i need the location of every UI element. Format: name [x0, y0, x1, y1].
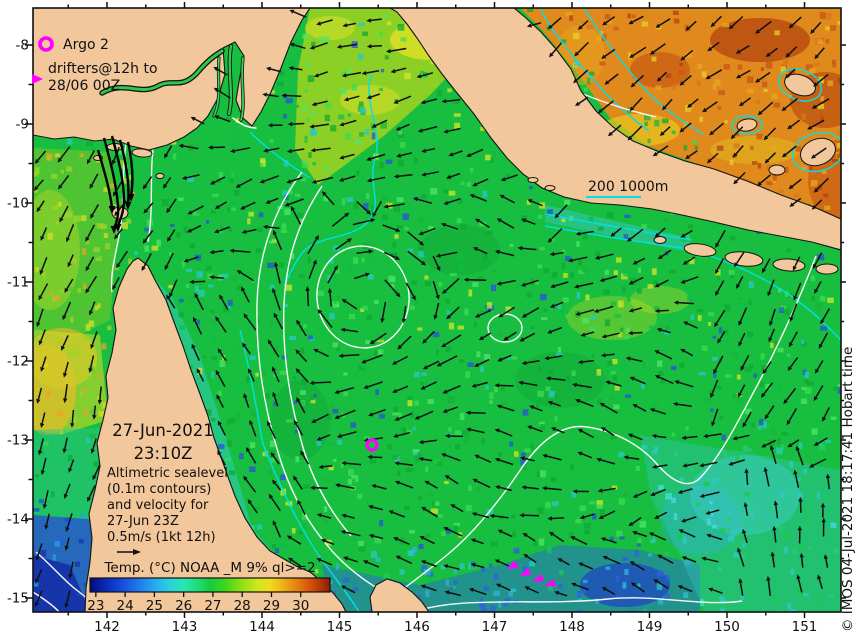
island — [155, 173, 165, 179]
island — [784, 73, 816, 97]
timestamp-date: 27-Jun-2021 — [112, 421, 214, 440]
drifter-legend-icon — [32, 74, 43, 84]
lat-tick-label: -12 — [7, 354, 29, 370]
lon-tick-label: 143 — [172, 619, 198, 635]
lat-tick-label: -11 — [7, 275, 29, 291]
colorbar-tick-label: 26 — [175, 598, 192, 614]
island — [653, 236, 667, 244]
lon-tick-label: 151 — [792, 619, 818, 635]
drifter-track — [126, 141, 134, 197]
river-delta-channels — [99, 43, 257, 129]
lat-tick-label: -14 — [7, 512, 29, 528]
timestamp-time: 23:10Z — [134, 444, 193, 463]
lat-tick-label: -15 — [7, 591, 29, 607]
drifter-arrow — [544, 579, 556, 587]
colorbar-tick-label: 25 — [146, 598, 163, 614]
lon-tick-label: 147 — [482, 619, 508, 635]
colorbar-tick-labels: 23 24 25 26 27 28 29 30 — [87, 598, 309, 614]
colorbar-title: Temp. (°C) NOAA _M 9% ql>=2 — [103, 560, 315, 576]
lat-tick-label: -8 — [16, 38, 29, 54]
island — [815, 263, 839, 275]
annotation-line: Altimetric sealevel — [107, 466, 228, 481]
drifter-arrow — [532, 573, 545, 582]
lon-tick-label: 145 — [327, 619, 353, 635]
annotation-line: (0.1m contours) — [107, 482, 211, 497]
colorbar-tick-label: 27 — [204, 598, 221, 614]
lat-tick-label: -13 — [7, 433, 29, 449]
island — [768, 164, 786, 176]
argo-legend-icon — [38, 36, 54, 52]
island — [724, 251, 764, 267]
island — [131, 148, 153, 158]
drifter-legend-label-line1: drifters@12h to — [48, 61, 158, 77]
argo-legend-label: Argo 2 — [63, 37, 109, 53]
drifter-track — [102, 137, 120, 229]
velocity-vectors — [33, 9, 831, 609]
argo-float-marker — [365, 438, 379, 452]
island — [800, 137, 836, 167]
annotation-line: 27-Jun 23Z — [107, 514, 179, 529]
colorbar-ticks — [95, 592, 302, 597]
drifter-arrow — [506, 560, 519, 570]
lon-tick-label: 149 — [637, 619, 663, 635]
colorbar-tick-label: 29 — [263, 598, 280, 614]
annotation-line: and velocity for — [107, 498, 209, 513]
colorbar-tick-label: 30 — [292, 598, 309, 614]
drifter-trajectories — [96, 135, 135, 234]
lon-tick-label: 146 — [404, 619, 430, 635]
drifter-track — [110, 135, 126, 227]
colorbar-tick-label: 28 — [234, 598, 251, 614]
map-area — [33, 8, 841, 612]
velocity-scale-arrow-icon — [117, 549, 141, 555]
land-polygon — [369, 578, 430, 612]
lon-tick-label: 148 — [559, 619, 585, 635]
land-polygon — [84, 257, 347, 612]
lon-tick-label: 144 — [249, 619, 275, 635]
lat-tick-label: -9 — [16, 117, 29, 133]
island — [544, 185, 556, 191]
drifter-track — [96, 149, 114, 209]
drifter-arrows — [506, 560, 556, 587]
credit-text: © IMOS 04-Jul-2021 18:17:41 Hobart time — [840, 347, 856, 632]
sst-patches — [33, 8, 841, 612]
colorbar-tick-label: 23 — [87, 598, 104, 614]
lon-tick-label: 150 — [714, 619, 740, 635]
colorbar-gradient — [89, 577, 331, 593]
island — [683, 243, 717, 257]
argo-float-circle — [365, 438, 379, 452]
lon-tick-label: 142 — [94, 619, 120, 635]
lat-tick-label: -10 — [7, 196, 29, 212]
colorbar-tick-label: 24 — [117, 598, 134, 614]
drifter-legend-label-line2: 28/06 00Z — [48, 78, 120, 94]
axis-tick-labels: 142 143 144 145 146 147 148 149 150 151 -8 -9 -10 -11… — [7, 38, 817, 636]
annotation-line: 0.5m/s (1kt 12h) — [107, 530, 216, 545]
drifter-arrow — [519, 567, 532, 576]
map-frame — [32, 7, 842, 613]
island — [527, 177, 539, 183]
bathymetry-scale-label: 200 1000m — [588, 179, 668, 195]
drifter-track — [118, 139, 130, 205]
